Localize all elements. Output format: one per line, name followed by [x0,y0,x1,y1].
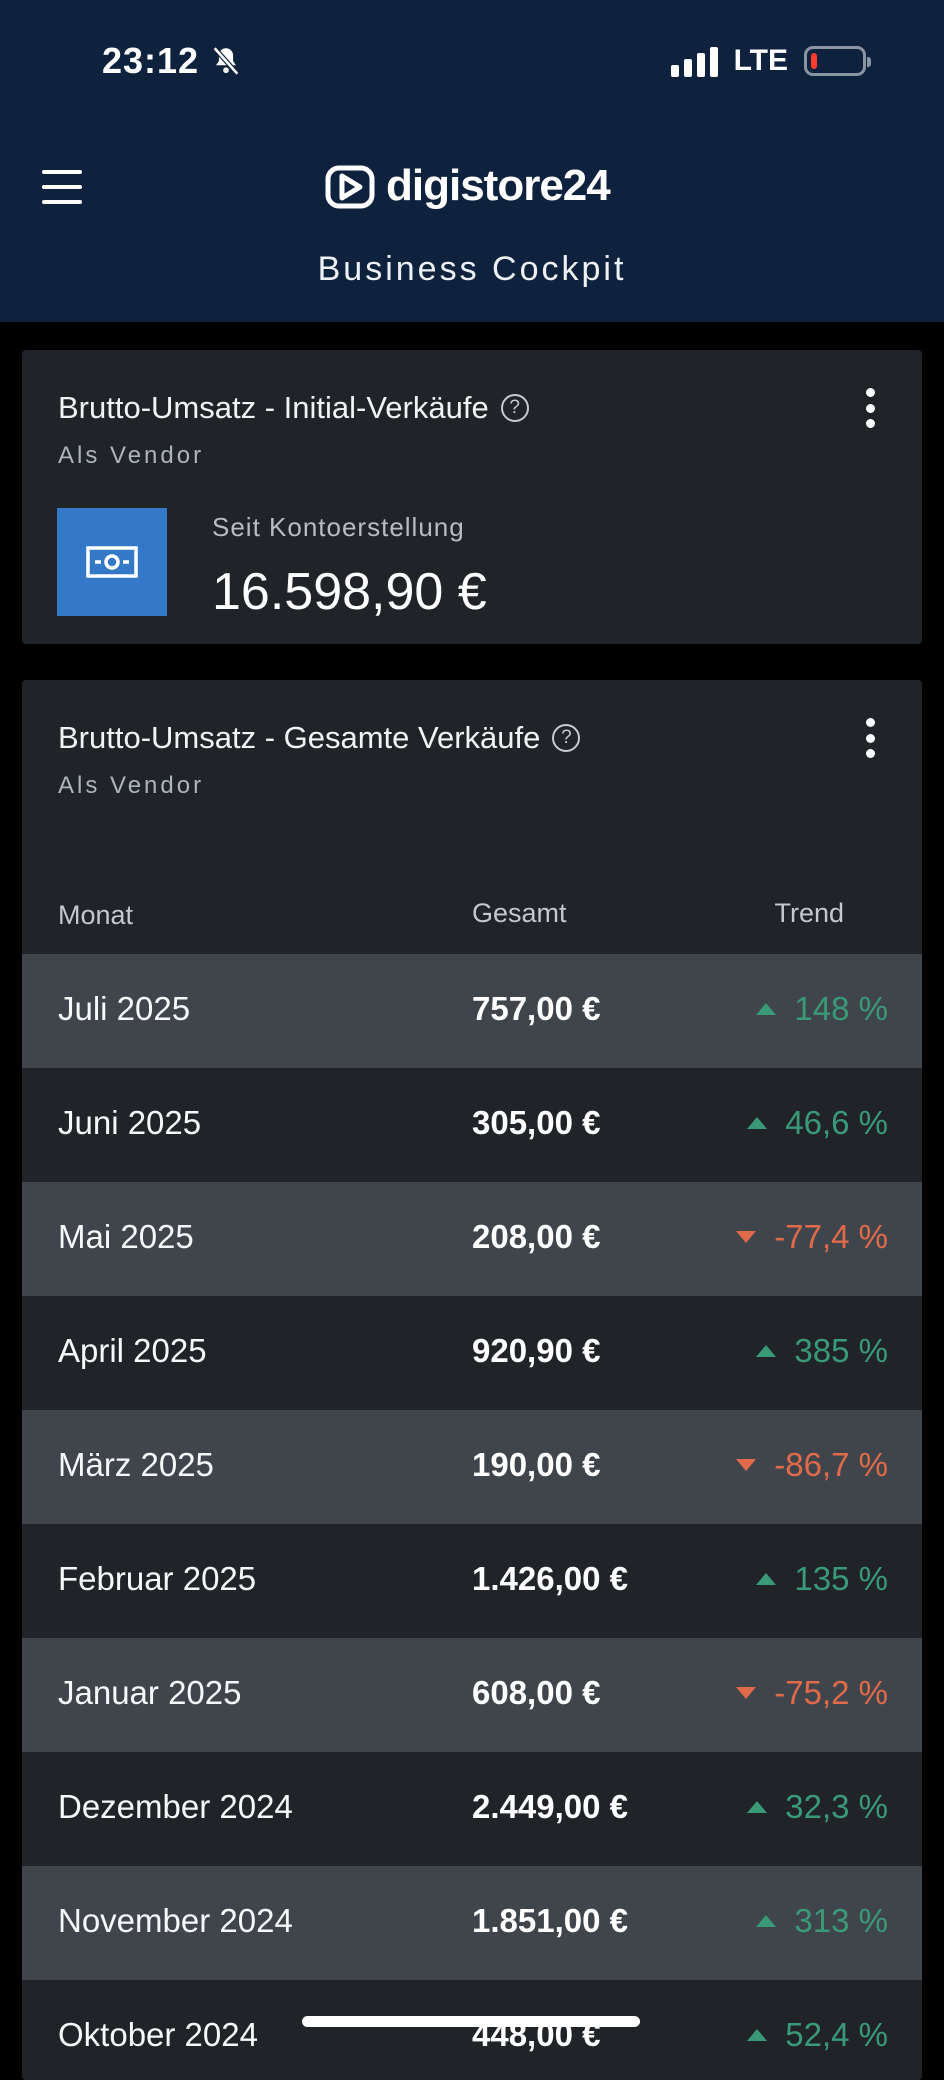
table-row[interactable]: Januar 2025 608,00 € -75,2 % [22,1638,922,1752]
row-trend: 135 % [756,1560,888,1598]
trend-up-icon [747,1801,768,1813]
row-month: Juli 2025 [58,990,191,1027]
more-options-icon[interactable] [866,388,876,428]
row-trend-value: 148 % [794,990,888,1027]
row-month: Dezember 2024 [58,1788,293,1825]
bell-muted-icon [212,46,240,76]
row-total: 305,00 € [472,1104,601,1141]
card-subtitle: Als Vendor [58,772,205,799]
row-trend-value: -77,4 % [774,1218,888,1255]
initial-sales-card: Brutto-Umsatz - Initial-Verkäufe ? Als V… [22,350,922,644]
column-trend: Trend [774,898,844,928]
card-title: Brutto-Umsatz - Gesamte Verkäufe ? [58,720,581,756]
row-trend-value: 32,3 % [785,1788,888,1825]
row-trend-value: 46,6 % [785,1104,888,1141]
network-label: LTE [733,44,788,77]
clock: 23:12 [102,40,200,81]
row-month: Oktober 2024 [58,2016,258,2053]
brand-name: digistore24 [386,161,611,210]
row-trend-value: -86,7 % [774,1446,888,1483]
trend-down-icon [736,1687,757,1699]
row-trend: 313 % [756,1902,888,1940]
row-trend-value: 52,4 % [785,2016,888,2053]
card-title: Brutto-Umsatz - Initial-Verkäufe ? [58,390,529,426]
period-label: Seit Kontoerstellung [212,512,465,542]
home-indicator[interactable] [302,2016,640,2027]
row-trend: 52,4 % [747,2016,888,2054]
trend-up-icon [756,1003,777,1015]
trend-down-icon [736,1231,757,1243]
row-total: 1.851,00 € [472,1902,628,1939]
row-trend-value: 135 % [794,1560,888,1597]
total-amount: 16.598,90 € [212,563,487,621]
trend-down-icon [736,1459,757,1471]
card-title-text: Brutto-Umsatz - Gesamte Verkäufe [58,720,541,755]
row-month: Mai 2025 [58,1218,194,1255]
row-total: 920,90 € [472,1332,601,1369]
row-trend: 46,6 % [747,1104,888,1142]
signal-icon [670,45,718,77]
more-options-icon[interactable] [866,718,876,758]
row-month: April 2025 [58,1332,207,1369]
table-row[interactable]: Dezember 2024 2.449,00 € 32,3 % [22,1752,922,1866]
column-month: Monat [58,900,134,930]
row-trend-value: -75,2 % [774,1674,888,1711]
total-sales-card: Brutto-Umsatz - Gesamte Verkäufe ? Als V… [22,680,922,2080]
trend-up-icon [756,1573,777,1585]
battery-icon [804,46,871,76]
row-month: November 2024 [58,1902,293,1939]
row-total: 757,00 € [472,990,601,1027]
digistore-logo-icon [325,165,375,209]
table-row[interactable]: März 2025 190,00 € -86,7 % [22,1410,922,1524]
trend-up-icon [756,1915,777,1927]
hamburger-menu-button[interactable] [42,170,82,204]
money-tile [57,508,167,616]
row-trend: -75,2 % [736,1674,888,1712]
card-subtitle: Als Vendor [58,442,205,469]
row-total: 2.449,00 € [472,1788,628,1825]
row-month: Juni 2025 [58,1104,202,1141]
row-trend: 32,3 % [747,1788,888,1826]
row-trend: -86,7 % [736,1446,888,1484]
table-row[interactable]: Februar 2025 1.426,00 € 135 % [22,1524,922,1638]
row-total: 608,00 € [472,1674,601,1711]
trend-up-icon [747,2029,768,2041]
card-title-text: Brutto-Umsatz - Initial-Verkäufe [58,390,489,425]
table-row[interactable]: November 2024 1.851,00 € 313 % [22,1866,922,1980]
help-icon[interactable]: ? [552,724,581,752]
row-month: Januar 2025 [58,1674,242,1711]
status-indicators: LTE [670,44,871,78]
row-month: März 2025 [58,1446,214,1483]
row-trend-value: 313 % [794,1902,888,1939]
page-title: Business Cockpit [317,250,627,288]
row-trend: 148 % [756,990,888,1028]
banknote-icon [86,546,138,578]
row-total: 208,00 € [472,1218,601,1255]
help-icon[interactable]: ? [500,394,529,422]
app-header: 23:12 LTE digistore24 Business Cockpit [0,0,944,322]
row-trend-value: 385 % [794,1332,888,1369]
table-header: Monat Gesamt Trend [22,880,922,954]
table-row[interactable]: Juni 2025 305,00 € 46,6 % [22,1068,922,1182]
row-trend: -77,4 % [736,1218,888,1256]
table-row[interactable]: Juli 2025 757,00 € 148 % [22,954,922,1068]
row-month: Februar 2025 [58,1560,257,1597]
brand-logo: digistore24 [322,158,611,214]
trend-up-icon [747,1117,768,1129]
table-row[interactable]: Oktober 2024 448,00 € 52,4 % [22,1980,922,2080]
row-trend: 385 % [756,1332,888,1370]
status-time: 23:12 [102,40,243,82]
row-total: 1.426,00 € [472,1560,628,1597]
trend-up-icon [756,1345,777,1357]
table-row[interactable]: April 2025 920,90 € 385 % [22,1296,922,1410]
table-row[interactable]: Mai 2025 208,00 € -77,4 % [22,1182,922,1296]
column-total: Gesamt [472,898,567,928]
row-total: 190,00 € [472,1446,601,1483]
